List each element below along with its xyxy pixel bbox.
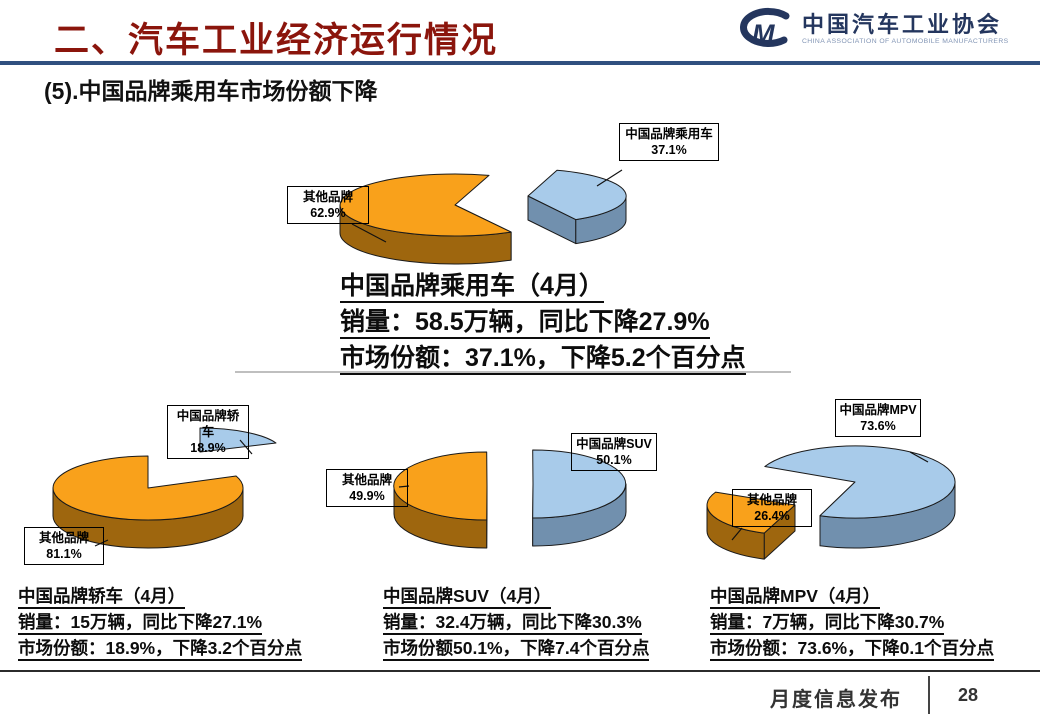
stat-card-suv: 中国品牌SUV（4月） 销量：32.4万辆，同比下降30.3% 市场份额50.1… <box>383 583 650 661</box>
svg-text:M: M <box>752 19 775 49</box>
section-divider <box>235 371 791 373</box>
pie-label-pct: 73.6% <box>860 419 896 433</box>
pie-label-pct: 49.9% <box>349 489 385 503</box>
stat-line-share: 市场份额：18.9%，下降3.2个百分点 <box>18 638 302 661</box>
summary-title: 中国品牌乘用车（4月） <box>340 272 604 303</box>
org-logo: M 中国汽车工业协会 CHINA ASSOCIATION OF AUTOMOBI… <box>732 6 1009 52</box>
footer-page-number: 28 <box>957 685 979 705</box>
pie-label-sedan-other: 其他品牌 81.1% <box>24 527 104 565</box>
pie-label-text: 中国品牌乘用车 <box>625 127 713 141</box>
pie-label-pct: 50.1% <box>596 453 632 467</box>
pie-label-suv-other: 其他品牌 49.9% <box>326 469 408 507</box>
pie-label-text: 其他品牌 <box>746 493 797 507</box>
pie-label-pct: 26.4% <box>754 509 790 523</box>
footer-label: 月度信息发布 <box>770 689 902 711</box>
summary-line-share: 市场份额：37.1%，下降5.2个百分点 <box>340 344 746 375</box>
stat-line-share: 市场份额：73.6%，下降0.1个百分点 <box>710 638 994 661</box>
logo-name-cn: 中国汽车工业协会 <box>802 11 1003 37</box>
pie-label-mpv-china: 中国品牌MPV 73.6% <box>835 399 921 437</box>
stat-card-mpv: 中国品牌MPV（4月） 销量：7万辆，同比下降30.7% 市场份额：73.6%，… <box>710 583 994 661</box>
header-divider <box>0 61 1040 65</box>
slide-subtitle: (5).中国品牌乘用车市场份额下降 <box>44 78 378 104</box>
stat-title: 中国品牌轿车（4月） <box>18 586 186 609</box>
pie-label-passenger-china: 中国品牌乘用车 37.1% <box>619 123 719 161</box>
summary-line-sales: 销量：58.5万辆，同比下降27.9% <box>340 308 710 339</box>
page-title: 二、汽车工业经济运行情况 <box>54 21 499 60</box>
logo-name-en: CHINA ASSOCIATION OF AUTOMOBILE MANUFACT… <box>802 37 1009 45</box>
pie-label-passenger-other: 其他品牌 62.9% <box>287 186 369 224</box>
pie-label-text: 其他品牌 <box>38 531 89 545</box>
stat-line-sales: 销量：32.4万辆，同比下降30.3% <box>383 612 642 635</box>
pie-label-pct: 62.9% <box>310 206 346 220</box>
pie-label-text: 其他品牌 <box>341 473 392 487</box>
stat-line-share: 市场份额50.1%，下降7.4个百分点 <box>383 638 650 661</box>
pie-label-sedan-china: 中国品牌轿车 18.9% <box>167 405 249 459</box>
footer-rule <box>0 670 1040 672</box>
pie-label-pct: 37.1% <box>651 143 687 157</box>
stat-title: 中国品牌SUV（4月） <box>383 586 552 609</box>
stat-line-sales: 销量：15万辆，同比下降27.1% <box>18 612 263 635</box>
footer-page-divider <box>928 676 930 714</box>
logo-cm-icon: M <box>740 7 790 49</box>
pie-label-text: 中国品牌MPV <box>839 403 917 417</box>
pie-label-text: 其他品牌 <box>302 190 353 204</box>
stat-line-sales: 销量：7万辆，同比下降30.7% <box>710 612 945 635</box>
summary-block: 中国品牌乘用车（4月） 销量：58.5万辆，同比下降27.9% 市场份额：37.… <box>340 268 746 376</box>
pie-label-mpv-other: 其他品牌 26.4% <box>732 489 812 527</box>
stat-card-sedan: 中国品牌轿车（4月） 销量：15万辆，同比下降27.1% 市场份额：18.9%，… <box>18 583 302 661</box>
pie-label-suv-china: 中国品牌SUV 50.1% <box>571 433 657 471</box>
pie-label-pct: 18.9% <box>190 441 226 455</box>
pie-label-text: 中国品牌轿车 <box>176 409 240 439</box>
pie-label-text: 中国品牌SUV <box>576 437 652 451</box>
pie-label-pct: 81.1% <box>46 547 82 561</box>
stat-title: 中国品牌MPV（4月） <box>710 586 881 609</box>
